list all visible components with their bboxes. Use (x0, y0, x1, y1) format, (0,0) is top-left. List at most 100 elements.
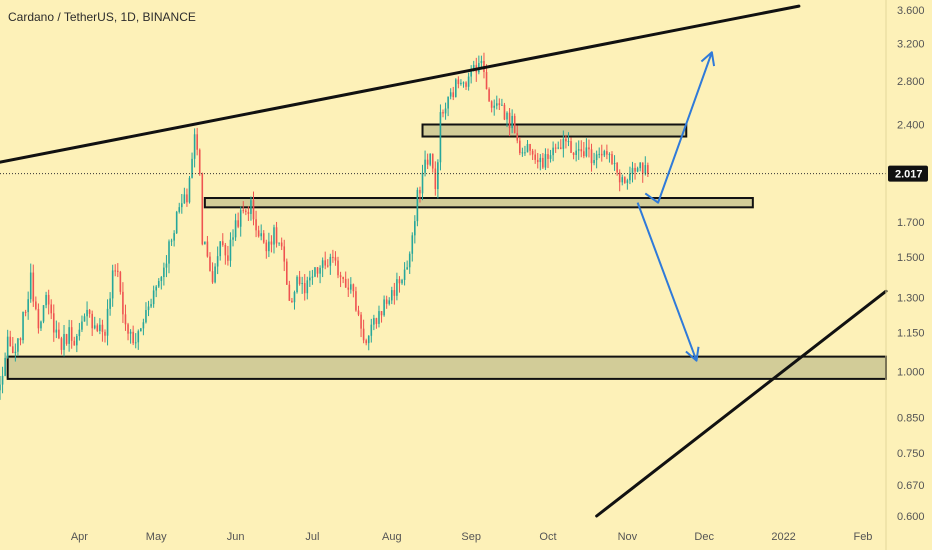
candle-body (506, 112, 508, 120)
x-tick-label: Jul (305, 531, 319, 543)
candle-body (444, 108, 447, 114)
candle-body (40, 321, 42, 329)
candle-body (0, 384, 1, 391)
candle-body (106, 308, 109, 336)
candle-body (170, 240, 173, 242)
candle-body (621, 177, 624, 183)
candle-body (559, 147, 562, 149)
candle-body (83, 316, 86, 322)
candle-body (393, 290, 396, 296)
candle-body (196, 134, 198, 150)
zone-rect-2 (6, 355, 888, 380)
candle-body (585, 147, 588, 157)
last-price-badge (888, 165, 928, 182)
candle-body (590, 149, 593, 164)
candle-body (429, 153, 431, 165)
candle-body (600, 153, 603, 156)
candle-body (465, 82, 467, 87)
candle-body (24, 311, 27, 313)
candle-body (493, 105, 496, 108)
candle-body (50, 304, 53, 314)
candle-body (81, 321, 83, 330)
candle-body (278, 242, 280, 244)
candle-body (283, 246, 286, 262)
candle-body (58, 329, 60, 339)
candle-body (567, 141, 570, 143)
candle-body (490, 101, 493, 108)
candle-body (1, 375, 4, 385)
candle-body (557, 147, 560, 149)
candle-body (68, 327, 70, 344)
candle-body (183, 194, 186, 204)
candle-body (270, 241, 273, 245)
candle-body (181, 203, 183, 208)
candle-body (544, 154, 547, 168)
candle-body (9, 336, 12, 347)
candle-body (370, 324, 373, 336)
candle-body (583, 151, 585, 157)
candle-body (37, 309, 40, 329)
candle-body (93, 325, 96, 329)
candle-body (104, 331, 106, 336)
candle-body (216, 256, 219, 267)
candle-body (337, 260, 339, 276)
candle-body (449, 92, 452, 97)
candle-body (552, 147, 554, 156)
candle-body (580, 149, 583, 152)
candle-body (76, 336, 78, 346)
x-tick-label: Aug (382, 531, 402, 543)
candle-body (63, 334, 65, 350)
y-tick-label: 0.850 (897, 413, 925, 425)
candle-body (434, 168, 437, 190)
candle-body (237, 220, 239, 227)
candle-body (150, 304, 152, 307)
candle-body (611, 154, 613, 164)
candle-body (78, 329, 81, 337)
candle-body (152, 290, 155, 305)
candle-body (401, 279, 403, 284)
candle-body (565, 138, 567, 142)
candle-body (142, 322, 145, 329)
trendline-0 (0, 4, 801, 164)
candle-body (375, 318, 378, 324)
candle-body (575, 150, 577, 155)
candle-body (52, 313, 55, 333)
x-tick-label: Apr (71, 531, 88, 543)
candle-body (373, 318, 375, 325)
candle-body (524, 152, 526, 154)
candle-body (647, 165, 649, 174)
candle-body (257, 230, 260, 237)
candle-body (329, 256, 332, 266)
candle-body (577, 149, 580, 151)
candle-body (265, 242, 268, 252)
candle-body (398, 279, 401, 284)
x-tick-label: Sep (461, 531, 481, 543)
candle-body (442, 112, 444, 114)
candle-body (285, 261, 288, 285)
candle-body (598, 153, 601, 155)
candle-body (168, 241, 170, 264)
candle-body (86, 309, 88, 317)
candle-body (332, 256, 334, 258)
candle-body (219, 241, 222, 257)
candle-body (339, 275, 342, 278)
candle-body (17, 338, 19, 352)
candle-body (455, 79, 457, 98)
candle-body (165, 263, 168, 268)
candle-body (134, 342, 137, 344)
candle-body (247, 211, 250, 214)
candle-body (175, 211, 178, 234)
candle-body (178, 207, 181, 212)
candle-body (536, 159, 539, 163)
candle-body (298, 276, 301, 285)
candle-body (303, 282, 306, 294)
candle-body (472, 64, 475, 70)
arrow-head-0 (700, 51, 716, 67)
candle-body (262, 233, 265, 243)
candle-body (101, 324, 104, 332)
candle-body (508, 112, 511, 129)
candle-body (529, 143, 531, 151)
candle-body (206, 241, 209, 257)
zone-rect-0 (203, 197, 754, 209)
